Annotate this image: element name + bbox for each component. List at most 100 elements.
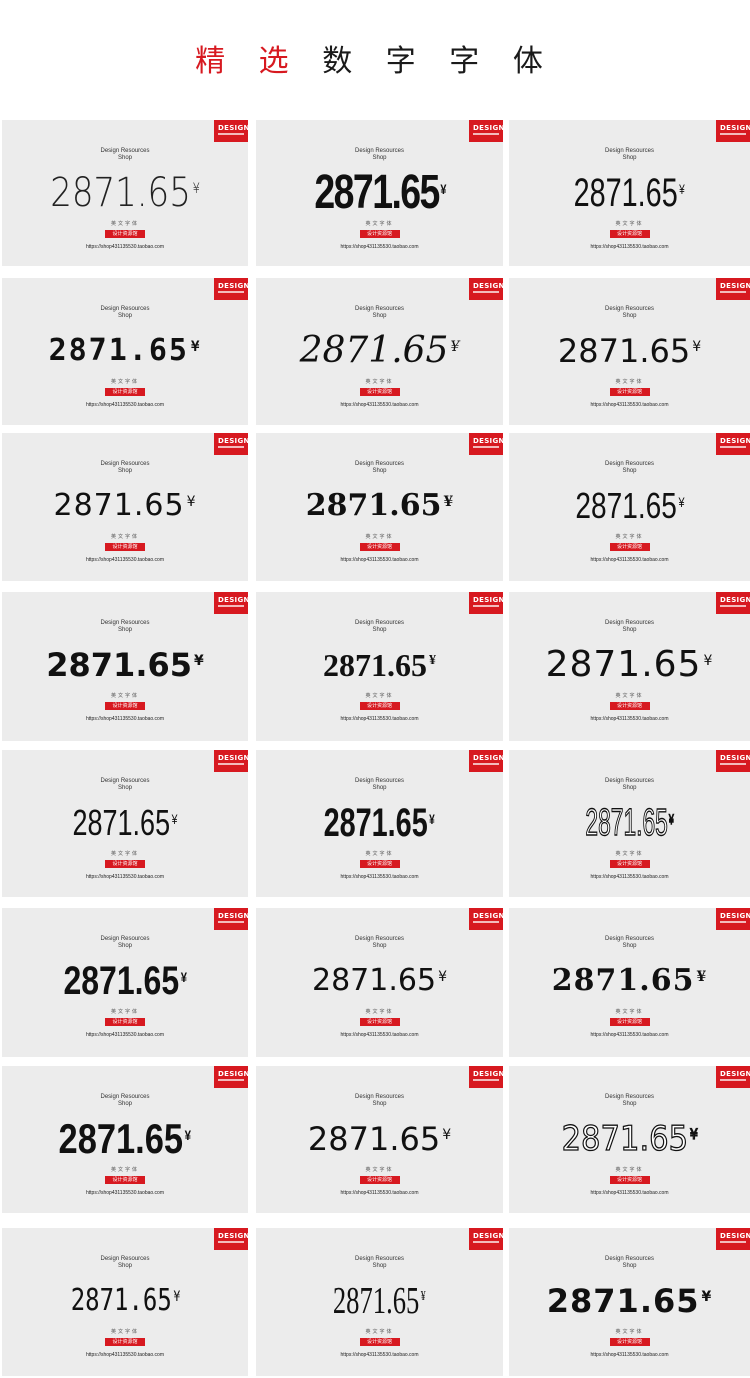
shop-button[interactable]: 设计资源馆: [105, 1018, 145, 1026]
card-label-line2: Shop: [622, 785, 637, 791]
badge-label: DESIGN: [218, 1232, 248, 1240]
shop-url[interactable]: https://shop431135530.taobao.com: [340, 557, 419, 563]
shop-url[interactable]: https://shop431135530.taobao.com: [590, 557, 669, 563]
shop-button[interactable]: 设计资源馆: [359, 543, 400, 551]
design-badge: DESIGN: [716, 433, 750, 455]
shop-button[interactable]: 设计资源馆: [609, 1338, 650, 1346]
yen-sign: ¥: [440, 181, 446, 197]
yen-sign: ¥: [679, 181, 686, 197]
card-subtitle: 英文字体: [110, 379, 139, 385]
card-label-line1: Design Resources: [100, 148, 150, 154]
design-badge: DESIGN: [469, 433, 503, 455]
yen-sign: ¥: [692, 339, 702, 355]
shop-button[interactable]: 设计资源馆: [359, 1338, 400, 1346]
badge-underline: [218, 763, 244, 765]
shop-url[interactable]: https://shop431135530.taobao.com: [85, 402, 165, 408]
shop-button[interactable]: 设计资源馆: [105, 388, 145, 396]
shop-button[interactable]: 设计资源馆: [359, 860, 400, 868]
shop-button[interactable]: 设计资源馆: [609, 230, 650, 238]
shop-button[interactable]: 设计资源馆: [105, 1176, 145, 1184]
card-label-line2: Shop: [372, 1101, 387, 1107]
shop-url[interactable]: https://shop431135530.taobao.com: [340, 1032, 419, 1038]
card-label-line1: Design Resources: [354, 148, 405, 154]
card-label-line1: Design Resources: [100, 1256, 150, 1262]
shop-url[interactable]: https://shop431135530.taobao.com: [85, 1032, 165, 1038]
shop-button[interactable]: 设计资源馆: [609, 543, 650, 551]
shop-url[interactable]: https://shop431135530.taobao.com: [85, 716, 165, 722]
badge-label: DESIGN: [473, 754, 503, 762]
shop-url[interactable]: https://shop431135530.taobao.com: [85, 874, 165, 880]
card-subtitle: 英文字体: [110, 1329, 139, 1335]
shop-url[interactable]: https://shop431135530.taobao.com: [590, 402, 669, 408]
shop-url[interactable]: https://shop431135530.taobao.com: [85, 1352, 165, 1358]
shop-url[interactable]: https://shop431135530.taobao.com: [85, 1190, 165, 1196]
badge-label: DESIGN: [720, 754, 750, 762]
sample-digits: 2871.65¥: [48, 333, 202, 368]
yen-sign: ¥: [450, 339, 460, 355]
badge-underline: [218, 1079, 244, 1081]
card-label-line1: Design Resources: [354, 778, 405, 784]
shop-url[interactable]: https://shop431135530.taobao.com: [590, 1190, 669, 1196]
card-subtitle: 英文字体: [615, 1167, 644, 1173]
shop-url[interactable]: https://shop431135530.taobao.com: [590, 874, 669, 880]
shop-url[interactable]: https://shop431135530.taobao.com: [85, 557, 165, 563]
sample-digits: 2871.65¥: [573, 171, 686, 215]
design-badge: DESIGN: [716, 120, 750, 142]
card-label-line2: Shop: [117, 943, 132, 949]
shop-button[interactable]: 设计资源馆: [359, 230, 400, 238]
shop-button[interactable]: 设计资源馆: [609, 702, 650, 710]
shop-button[interactable]: 设计资源馆: [359, 702, 400, 710]
design-badge: DESIGN: [214, 592, 248, 614]
badge-underline: [473, 133, 499, 135]
page-title: 精 选 数 字 字 体: [0, 44, 750, 80]
shop-url[interactable]: https://shop431135530.taobao.com: [590, 1032, 669, 1038]
shop-button[interactable]: 设计资源馆: [359, 388, 400, 396]
card-label-line1: Design Resources: [604, 148, 655, 154]
card-label-line2: Shop: [622, 627, 637, 633]
shop-button[interactable]: 设计资源馆: [609, 388, 650, 396]
font-sample-number: 2871.65¥: [256, 483, 503, 534]
shop-url[interactable]: https://shop431135530.taobao.com: [340, 244, 419, 250]
badge-label: DESIGN: [720, 437, 750, 445]
font-sample-number: 2871.65¥: [2, 170, 248, 225]
shop-button[interactable]: 设计资源馆: [609, 1018, 650, 1026]
font-sample-number: 2871.65¥: [2, 483, 248, 534]
font-sample-number: 2871.65¥: [509, 483, 750, 537]
shop-url[interactable]: https://shop431135530.taobao.com: [590, 716, 669, 722]
shop-button[interactable]: 设计资源馆: [105, 230, 145, 238]
shop-url[interactable]: https://shop431135530.taobao.com: [85, 244, 165, 250]
shop-button[interactable]: 设计资源馆: [609, 860, 650, 868]
shop-url[interactable]: https://shop431135530.taobao.com: [590, 1352, 669, 1358]
shop-button[interactable]: 设计资源馆: [105, 543, 145, 551]
shop-button[interactable]: 设计资源馆: [609, 1176, 650, 1184]
shop-url[interactable]: https://shop431135530.taobao.com: [590, 244, 669, 250]
card-label-line2: Shop: [622, 155, 637, 161]
card-label-line2: Shop: [372, 1263, 387, 1269]
shop-button[interactable]: 设计资源馆: [359, 1018, 400, 1026]
badge-label: DESIGN: [720, 912, 750, 920]
yen-sign: ¥: [184, 1127, 192, 1143]
card-label-line2: Shop: [117, 155, 132, 161]
yen-sign: ¥: [442, 1127, 452, 1143]
shop-button[interactable]: 设计资源馆: [105, 1338, 145, 1346]
shop-url[interactable]: https://shop431135530.taobao.com: [340, 1190, 419, 1196]
design-badge: DESIGN: [214, 1066, 248, 1088]
shop-url[interactable]: https://shop431135530.taobao.com: [340, 402, 419, 408]
card-label-line1: Design Resources: [100, 306, 150, 312]
shop-button[interactable]: 设计资源馆: [105, 702, 145, 710]
shop-url[interactable]: https://shop431135530.taobao.com: [340, 716, 419, 722]
shop-url[interactable]: https://shop431135530.taobao.com: [340, 1352, 419, 1358]
sample-digits: 2871.65¥: [305, 488, 454, 523]
card-subtitle: 英文字体: [365, 379, 394, 385]
card-subtitle: 英文字体: [365, 534, 394, 540]
font-sample-number: 2871.65¥: [2, 1116, 248, 1172]
shop-url[interactable]: https://shop431135530.taobao.com: [340, 874, 419, 880]
shop-button[interactable]: 设计资源馆: [359, 1176, 400, 1184]
shop-button[interactable]: 设计资源馆: [105, 860, 145, 868]
card-label-line2: Shop: [622, 313, 637, 319]
